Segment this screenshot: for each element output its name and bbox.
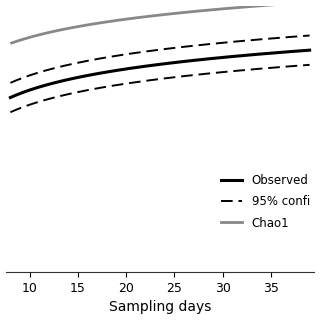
Legend: Observed, 95% confi, Chao1: Observed, 95% confi, Chao1	[216, 169, 315, 234]
X-axis label: Sampling days: Sampling days	[109, 300, 211, 315]
